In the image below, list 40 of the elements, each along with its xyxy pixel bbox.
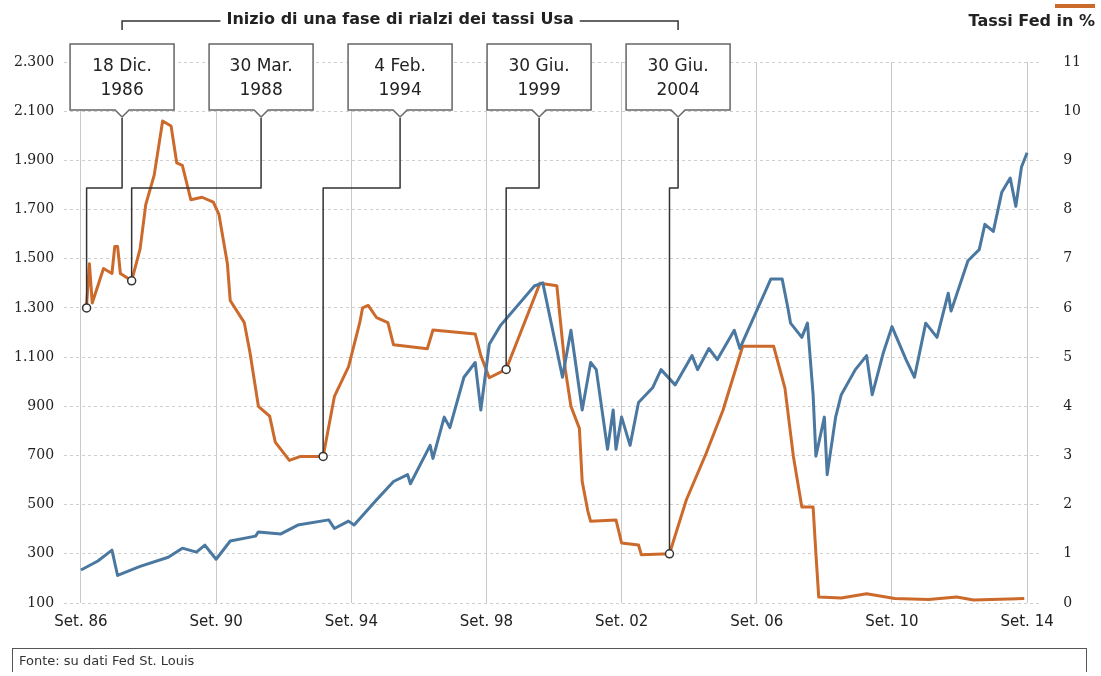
y-tick-label: 900 xyxy=(27,396,55,413)
y-tick-label: 1.300 xyxy=(13,298,55,315)
y2-tick-label: 4 xyxy=(1063,396,1073,413)
x-tick-label: Set. 86 xyxy=(54,611,108,630)
y-tick-label: 1.900 xyxy=(13,151,55,167)
x-tick-label: Set. 02 xyxy=(594,611,649,630)
y-tick-label: 2.300 xyxy=(13,52,55,69)
y2-tick-label: 2 xyxy=(1063,495,1073,512)
x-tick-label: Set. 14 xyxy=(1000,611,1054,630)
y2-tick-label: 3 xyxy=(1063,446,1073,463)
annotation: 4 Feb. 1994 xyxy=(374,55,426,99)
y2-tick-label: 0 xyxy=(1063,593,1073,610)
y-tick-label: 1.100 xyxy=(13,347,55,364)
y2-tick-label: 7 xyxy=(1063,249,1073,266)
annotation: 30 Giu. 2004 xyxy=(647,55,709,99)
y2-tick-label: 8 xyxy=(1063,200,1073,217)
y2-axis-title: Tassi Fed in % xyxy=(968,11,1095,31)
y2-tick-label: 10 xyxy=(1063,101,1082,118)
chart-title: Inizio di una fase di rialzi dei tassi Usa xyxy=(226,9,574,29)
y-tick-label: 2.100 xyxy=(13,101,55,118)
y2-tick-label: 9 xyxy=(1063,151,1073,167)
y2-tick-label: 5 xyxy=(1063,347,1073,364)
y-tick-label: 1.500 xyxy=(13,249,55,266)
y2-tick-label: 1 xyxy=(1063,544,1073,561)
y-tick-label: 700 xyxy=(27,446,55,463)
y-tick-label: 1.700 xyxy=(13,200,55,217)
x-tick-label: Set. 90 xyxy=(189,611,243,630)
y2-tick-label: 11 xyxy=(1063,52,1082,69)
x-tick-label: Set. 98 xyxy=(459,611,514,630)
x-tick-label: Set. 10 xyxy=(865,611,919,630)
x-tick-label: Set. 94 xyxy=(324,611,378,630)
y-tick-label: 100 xyxy=(27,593,55,610)
source-note: Fonte: su dati Fed St. Louis xyxy=(12,648,1087,672)
y-tick-label: 500 xyxy=(27,495,55,512)
annotation: 30 Giu. 1999 xyxy=(508,55,570,99)
x-tick-label: Set. 06 xyxy=(730,611,784,630)
annotation: 30 Mar. 1988 xyxy=(229,55,293,99)
y-tick-label: 300 xyxy=(27,544,55,561)
annotation: 18 Dic. 1986 xyxy=(92,55,152,99)
y2-tick-label: 6 xyxy=(1063,298,1073,315)
